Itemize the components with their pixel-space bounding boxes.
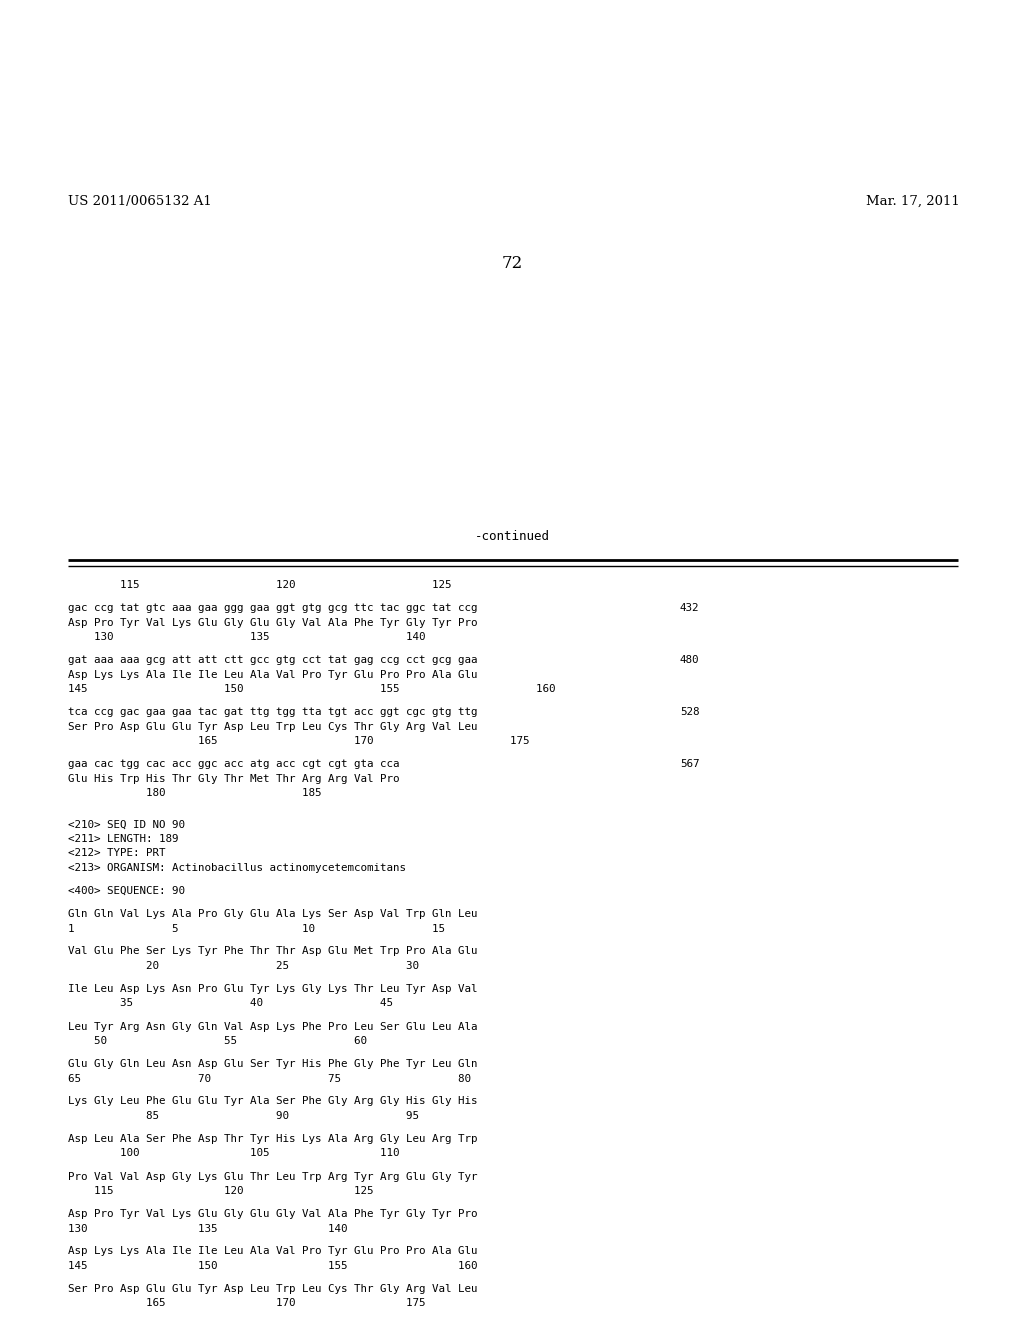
Text: <213> ORGANISM: Actinobacillus actinomycetemcomitans: <213> ORGANISM: Actinobacillus actinomyc… [68,863,406,873]
Text: 100                 105                 110: 100 105 110 [68,1148,399,1159]
Text: <212> TYPE: PRT: <212> TYPE: PRT [68,849,166,858]
Text: 480: 480 [680,655,699,665]
Text: 72: 72 [502,255,522,272]
Text: 50                  55                  60: 50 55 60 [68,1036,367,1045]
Text: <400> SEQUENCE: 90: <400> SEQUENCE: 90 [68,886,185,896]
Text: 165                 170                 175: 165 170 175 [68,1299,426,1308]
Text: Asp Lys Lys Ala Ile Ile Leu Ala Val Pro Tyr Glu Pro Pro Ala Glu: Asp Lys Lys Ala Ile Ile Leu Ala Val Pro … [68,1246,477,1257]
Text: 180                     185: 180 185 [68,788,322,799]
Text: 130                 135                 140: 130 135 140 [68,1224,347,1233]
Text: tca ccg gac gaa gaa tac gat ttg tgg tta tgt acc ggt cgc gtg ttg: tca ccg gac gaa gaa tac gat ttg tgg tta … [68,708,477,717]
Text: 1               5                   10                  15: 1 5 10 15 [68,924,445,933]
Text: Mar. 17, 2011: Mar. 17, 2011 [866,195,961,209]
Text: Asp Lys Lys Ala Ile Ile Leu Ala Val Pro Tyr Glu Pro Pro Ala Glu: Asp Lys Lys Ala Ile Ile Leu Ala Val Pro … [68,669,477,680]
Text: US 2011/0065132 A1: US 2011/0065132 A1 [68,195,212,209]
Text: gat aaa aaa gcg att att ctt gcc gtg cct tat gag ccg cct gcg gaa: gat aaa aaa gcg att att ctt gcc gtg cct … [68,655,477,665]
Text: 145                 150                 155                 160: 145 150 155 160 [68,1261,477,1271]
Text: 432: 432 [680,603,699,612]
Text: Gln Gln Val Lys Ala Pro Gly Glu Ala Lys Ser Asp Val Trp Gln Leu: Gln Gln Val Lys Ala Pro Gly Glu Ala Lys … [68,909,477,919]
Text: 567: 567 [680,759,699,770]
Text: Lys Gly Leu Phe Glu Glu Tyr Ala Ser Phe Gly Arg Gly His Gly His: Lys Gly Leu Phe Glu Glu Tyr Ala Ser Phe … [68,1097,477,1106]
Text: Asp Pro Tyr Val Lys Glu Gly Glu Gly Val Ala Phe Tyr Gly Tyr Pro: Asp Pro Tyr Val Lys Glu Gly Glu Gly Val … [68,1209,477,1218]
Text: 85                  90                  95: 85 90 95 [68,1111,419,1121]
Text: 115                 120                 125: 115 120 125 [68,1185,374,1196]
Text: Leu Tyr Arg Asn Gly Gln Val Asp Lys Phe Pro Leu Ser Glu Leu Ala: Leu Tyr Arg Asn Gly Gln Val Asp Lys Phe … [68,1022,477,1031]
Text: Ser Pro Asp Glu Glu Tyr Asp Leu Trp Leu Cys Thr Gly Arg Val Leu: Ser Pro Asp Glu Glu Tyr Asp Leu Trp Leu … [68,722,477,731]
Text: Pro Val Val Asp Gly Lys Glu Thr Leu Trp Arg Tyr Arg Glu Gly Tyr: Pro Val Val Asp Gly Lys Glu Thr Leu Trp … [68,1172,477,1181]
Text: Glu His Trp His Thr Gly Thr Met Thr Arg Arg Val Pro: Glu His Trp His Thr Gly Thr Met Thr Arg … [68,774,399,784]
Text: <211> LENGTH: 189: <211> LENGTH: 189 [68,834,178,843]
Text: 115                     120                     125: 115 120 125 [68,579,452,590]
Text: 20                  25                  30: 20 25 30 [68,961,419,972]
Text: 65                  70                  75                  80: 65 70 75 80 [68,1073,471,1084]
Text: 35                  40                  45: 35 40 45 [68,998,393,1008]
Text: -continued: -continued [474,531,550,543]
Text: Asp Pro Tyr Val Lys Glu Gly Glu Gly Val Ala Phe Tyr Gly Tyr Pro: Asp Pro Tyr Val Lys Glu Gly Glu Gly Val … [68,618,477,627]
Text: Glu Gly Gln Leu Asn Asp Glu Ser Tyr His Phe Gly Phe Tyr Leu Gln: Glu Gly Gln Leu Asn Asp Glu Ser Tyr His … [68,1059,477,1069]
Text: Ser Pro Asp Glu Glu Tyr Asp Leu Trp Leu Cys Thr Gly Arg Val Leu: Ser Pro Asp Glu Glu Tyr Asp Leu Trp Leu … [68,1284,477,1294]
Text: 165                     170                     175: 165 170 175 [68,737,529,746]
Text: 528: 528 [680,708,699,717]
Text: Val Glu Phe Ser Lys Tyr Phe Thr Thr Asp Glu Met Trp Pro Ala Glu: Val Glu Phe Ser Lys Tyr Phe Thr Thr Asp … [68,946,477,957]
Text: Asp Leu Ala Ser Phe Asp Thr Tyr His Lys Ala Arg Gly Leu Arg Trp: Asp Leu Ala Ser Phe Asp Thr Tyr His Lys … [68,1134,477,1144]
Text: <210> SEQ ID NO 90: <210> SEQ ID NO 90 [68,820,185,829]
Text: 130                     135                     140: 130 135 140 [68,632,426,642]
Text: gaa cac tgg cac acc ggc acc atg acc cgt cgt gta cca: gaa cac tgg cac acc ggc acc atg acc cgt … [68,759,399,770]
Text: gac ccg tat gtc aaa gaa ggg gaa ggt gtg gcg ttc tac ggc tat ccg: gac ccg tat gtc aaa gaa ggg gaa ggt gtg … [68,603,477,612]
Text: Ile Leu Asp Lys Asn Pro Glu Tyr Lys Gly Lys Thr Leu Tyr Asp Val: Ile Leu Asp Lys Asn Pro Glu Tyr Lys Gly … [68,983,477,994]
Text: 145                     150                     155                     160: 145 150 155 160 [68,684,555,694]
